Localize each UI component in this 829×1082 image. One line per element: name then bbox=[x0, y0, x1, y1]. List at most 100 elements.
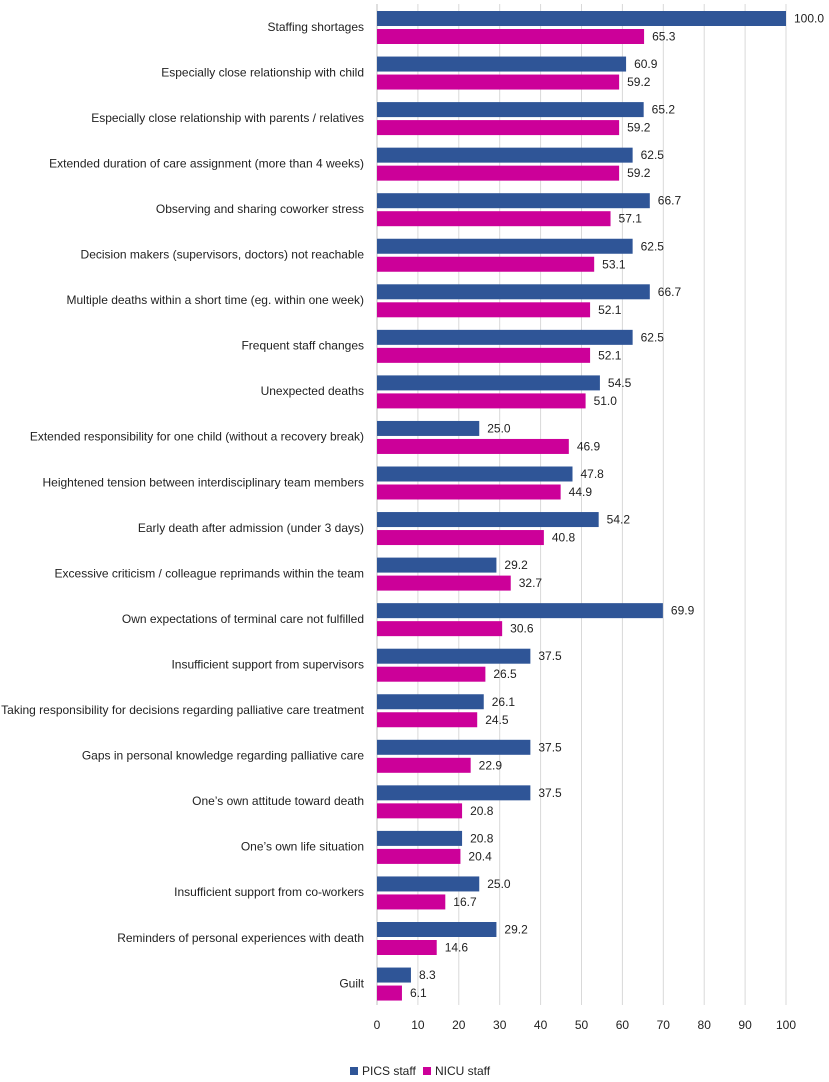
bar-pics bbox=[377, 967, 411, 983]
bar-pics bbox=[377, 694, 484, 710]
bar-nicu bbox=[377, 803, 463, 819]
x-tick-label: 60 bbox=[616, 1018, 630, 1032]
bar-nicu bbox=[377, 575, 511, 591]
x-tick-label: 40 bbox=[534, 1018, 548, 1032]
category-label: Insufficient support from co-workers bbox=[174, 885, 364, 899]
category-label: Reminders of personal experiences with d… bbox=[117, 931, 364, 945]
data-label: 59.2 bbox=[627, 75, 651, 89]
category-label: Staffing shortages bbox=[267, 20, 364, 34]
bar-nicu bbox=[377, 438, 569, 454]
bar-nicu bbox=[377, 256, 595, 272]
data-label: 14.6 bbox=[445, 941, 469, 955]
x-tick-label: 70 bbox=[657, 1018, 671, 1032]
bar-nicu bbox=[377, 894, 446, 910]
category-label: Early death after admission (under 3 day… bbox=[138, 521, 364, 535]
bar-nicu bbox=[377, 211, 611, 227]
data-label: 47.8 bbox=[581, 467, 605, 481]
bar-pics bbox=[377, 603, 663, 619]
value-labels: 100.065.360.959.265.259.262.559.266.757.… bbox=[410, 12, 824, 1001]
category-label: Decision makers (supervisors, doctors) n… bbox=[81, 248, 365, 262]
bar-pics bbox=[377, 193, 650, 209]
category-label: Especially close relationship with paren… bbox=[91, 111, 364, 125]
data-label: 46.9 bbox=[577, 439, 601, 453]
data-label: 26.5 bbox=[493, 667, 517, 681]
bar-pics bbox=[377, 329, 633, 345]
category-label: Excessive criticism / colleague repriman… bbox=[55, 566, 364, 580]
data-label: 20.8 bbox=[470, 831, 494, 845]
data-label: 16.7 bbox=[453, 895, 477, 909]
bar-nicu bbox=[377, 940, 437, 955]
bar-nicu bbox=[377, 302, 591, 318]
data-label: 59.2 bbox=[627, 166, 651, 180]
category-labels: Staffing shortages Especially close relat… bbox=[1, 20, 365, 991]
data-label: 62.5 bbox=[641, 239, 665, 253]
data-label: 29.2 bbox=[504, 558, 528, 572]
data-label: 52.1 bbox=[598, 348, 622, 362]
bar-pics bbox=[377, 922, 497, 937]
bar-pics bbox=[377, 785, 531, 801]
category-label: Frequent staff changes bbox=[241, 339, 364, 353]
category-label: Own expectations of terminal care not fu… bbox=[122, 612, 364, 626]
bar-nicu bbox=[377, 74, 620, 90]
bar-pics bbox=[377, 557, 497, 573]
legend-label: NICU staff bbox=[435, 1064, 491, 1078]
bar-pics bbox=[377, 420, 480, 436]
bar-pics bbox=[377, 56, 627, 72]
bar-nicu bbox=[377, 621, 503, 637]
data-label: 65.3 bbox=[652, 30, 676, 44]
data-label: 54.5 bbox=[608, 376, 632, 390]
bar-nicu bbox=[377, 120, 620, 136]
category-label: Heightened tension between interdiscipli… bbox=[42, 475, 364, 489]
data-label: 54.2 bbox=[607, 513, 631, 527]
bar-pics bbox=[377, 648, 531, 664]
data-label: 60.9 bbox=[634, 57, 658, 71]
data-label: 57.1 bbox=[619, 212, 643, 226]
legend-swatch bbox=[350, 1067, 358, 1075]
x-tick-label: 20 bbox=[452, 1018, 466, 1032]
bar-nicu bbox=[377, 712, 478, 728]
bar-pics bbox=[377, 830, 463, 846]
bar-nicu bbox=[377, 347, 591, 363]
data-label: 53.1 bbox=[602, 257, 626, 271]
bar-nicu bbox=[377, 29, 645, 44]
category-label: Especially close relationship with child bbox=[161, 65, 364, 79]
category-label: Insufficient support from supervisors bbox=[171, 657, 364, 671]
bar-nicu bbox=[377, 165, 620, 181]
x-tick-label: 10 bbox=[411, 1018, 425, 1032]
category-label: Multiple deaths within a short time (eg.… bbox=[67, 293, 364, 307]
bar-nicu bbox=[377, 530, 544, 546]
category-label: Extended responsibility for one child (w… bbox=[30, 430, 364, 444]
category-label: One’s own attitude toward death bbox=[192, 794, 364, 808]
category-label: Guilt bbox=[339, 976, 364, 990]
bar-nicu bbox=[377, 484, 561, 500]
x-tick-label: 100 bbox=[776, 1018, 796, 1032]
x-tick-label: 0 bbox=[374, 1018, 381, 1032]
legend: PICS staff NICU staff bbox=[350, 1064, 491, 1078]
x-tick-label: 50 bbox=[575, 1018, 589, 1032]
category-label: One’s own life situation bbox=[241, 840, 364, 854]
data-label: 25.0 bbox=[487, 421, 511, 435]
bar-pics bbox=[377, 466, 573, 482]
data-label: 65.2 bbox=[652, 103, 676, 117]
data-label: 100.0 bbox=[794, 12, 824, 26]
bar-nicu bbox=[377, 666, 486, 682]
data-label: 51.0 bbox=[594, 394, 618, 408]
data-label: 30.6 bbox=[510, 622, 534, 636]
x-tick-label: 80 bbox=[698, 1018, 712, 1032]
bar-nicu bbox=[377, 848, 461, 864]
data-label: 20.8 bbox=[470, 804, 494, 818]
data-label: 26.1 bbox=[492, 695, 516, 709]
category-label: Observing and sharing coworker stress bbox=[156, 202, 364, 216]
bars bbox=[377, 11, 786, 1001]
data-label: 22.9 bbox=[479, 758, 503, 772]
bar-pics bbox=[377, 375, 600, 391]
bar-pics bbox=[377, 284, 650, 300]
data-label: 62.5 bbox=[641, 330, 665, 344]
data-label: 25.0 bbox=[487, 877, 511, 891]
x-tick-label: 90 bbox=[738, 1018, 752, 1032]
data-label: 32.7 bbox=[519, 576, 543, 590]
data-label: 37.5 bbox=[538, 786, 562, 800]
bar-pics bbox=[377, 238, 633, 254]
data-label: 29.2 bbox=[504, 923, 528, 937]
